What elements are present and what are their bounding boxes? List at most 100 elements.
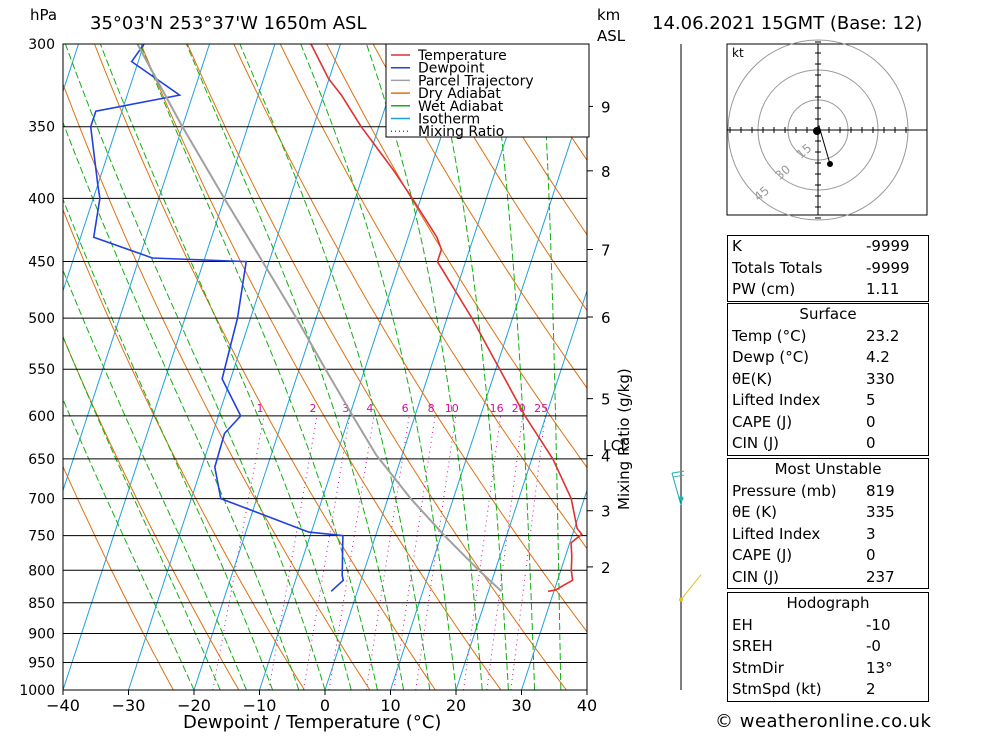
most-unstable-label: CAPE (J) — [732, 546, 793, 564]
surface-panel: Surface Temp (°C) 23.2 Dewp (°C) 4.2 θE(K) 33… — [727, 303, 929, 456]
mixing-ratio-axis-label: Mixing Ratio (g/kg) — [615, 368, 633, 510]
hodograph-table-value: 2 — [866, 680, 876, 698]
mixing-ratio-label: 1 — [256, 402, 263, 415]
dry-adiabat-line — [279, 44, 587, 550]
isotherm-line — [128, 44, 341, 690]
pressure-tick-label: 650 — [28, 452, 55, 468]
indices-row: PW (cm) 1.11 — [728, 279, 928, 301]
axes: −40 −30 −20 −10 0 10 20 30 40 2 3 4 5 6 7 8 9 LCL — [46, 43, 629, 715]
dry-adiabat-line — [94, 44, 436, 690]
surface-value: 23.2 — [866, 326, 900, 345]
isotherm-line — [324, 44, 538, 690]
mixing-ratio-line — [486, 415, 524, 690]
km-tick-label: 7 — [601, 241, 611, 259]
most-unstable-row: Lifted Index 3 — [728, 524, 928, 546]
surface-value: 0 — [866, 412, 876, 431]
indices-row: K -9999 — [728, 236, 928, 258]
isotherm-line — [259, 44, 472, 690]
pressure-tick-label: 850 — [28, 596, 55, 612]
surface-row: CAPE (J) 0 — [728, 412, 928, 434]
most-unstable-row: CAPE (J) 0 — [728, 545, 928, 567]
mixing-ratio-label: 6 — [402, 402, 409, 415]
hodograph-start — [813, 127, 821, 135]
most-unstable-row: θE (K) 335 — [728, 502, 928, 524]
hodograph-table-value: -0 — [866, 637, 881, 655]
hodograph-table-label: SREH — [732, 637, 773, 655]
dry-adiabat-line — [186, 44, 567, 690]
hodograph-table-row: EH -10 — [728, 615, 928, 637]
series-parcel-trajectory — [136, 44, 503, 593]
surface-title: Surface — [799, 305, 857, 323]
most-unstable-row: CIN (J) 237 — [728, 567, 928, 589]
x-tick-label: −20 — [177, 696, 211, 715]
km-tick-label: 8 — [601, 163, 611, 181]
mixing-ratio-line — [415, 415, 457, 690]
series-layer — [89, 44, 583, 593]
mixing-ratio-line — [510, 415, 546, 690]
x-tick-label: −30 — [112, 696, 146, 715]
hodograph-table-row: SREH -0 — [728, 636, 928, 658]
indices-panel: K -9999 Totals Totals -9999 PW (cm) 1.11 — [727, 235, 929, 302]
km-tick-label: 9 — [601, 98, 611, 116]
most-unstable-value: 819 — [866, 481, 895, 500]
km-tick-label: 2 — [601, 559, 611, 577]
mixing-ratio-line — [462, 415, 502, 690]
most-unstable-label: Pressure (mb) — [732, 481, 837, 500]
pressure-tick-label: 800 — [28, 563, 55, 579]
wet-adiabat-line — [139, 44, 378, 690]
mixing-ratio-line — [365, 415, 410, 690]
mixing-ratio-label: 3 — [342, 402, 349, 415]
mixing-ratio-line — [393, 415, 436, 690]
indices-label: Totals Totals — [732, 258, 823, 277]
surface-row: Lifted Index 5 — [728, 390, 928, 412]
mixing-ratio-label: 10 — [445, 402, 459, 415]
mixing-ratio-label: 16 — [490, 402, 504, 415]
dry-adiabat-line — [372, 44, 587, 389]
surface-label: Dewp (°C) — [732, 348, 810, 366]
x-tick-label: −40 — [46, 696, 80, 715]
most-unstable-value: 3 — [866, 524, 876, 543]
surface-row: Temp (°C) 23.2 — [728, 326, 928, 348]
dry-adiabat-line — [63, 82, 371, 690]
surface-label: CIN (J) — [732, 434, 780, 452]
most-unstable-value: 0 — [866, 546, 876, 564]
isotherm-line — [63, 44, 276, 690]
x-tick-label: −10 — [243, 696, 277, 715]
pressure-tick-label: 300 — [28, 37, 55, 53]
pressure-tick-label: 600 — [28, 409, 55, 425]
most-unstable-row: Pressure (mb) 819 — [728, 481, 928, 503]
legend-entry: Temperature — [417, 48, 507, 64]
pressure-tick-label: 1000 — [19, 683, 55, 699]
hodograph-table-label: StmSpd (kt) — [732, 680, 822, 698]
legend-entry: Dewpoint — [418, 61, 485, 77]
isotherm-line — [0, 44, 13, 690]
lcl-label: LCL — [603, 439, 629, 455]
indices-value: -9999 — [866, 237, 910, 255]
wind-barb-flag — [672, 474, 685, 478]
dry-adiabat-line — [465, 44, 587, 236]
indices-value: 1.11 — [866, 280, 900, 298]
datetime-label: 14.06.2021 15GMT (Base: 12) — [652, 13, 922, 34]
hodograph-table-label: EH — [732, 615, 753, 634]
wind-dot — [678, 496, 684, 502]
isotherm-line — [390, 89, 587, 690]
wet-adiabat-line — [64, 44, 326, 690]
hodograph-table-value: -10 — [866, 615, 891, 634]
wind-dot — [679, 597, 683, 602]
km-tick-label: 6 — [601, 309, 611, 327]
surface-value: 330 — [866, 369, 895, 388]
pressure-tick-label: 500 — [28, 311, 55, 327]
footer-credit[interactable]: © weatheronline.co.uk — [715, 711, 932, 732]
legend-entry: Mixing Ratio — [418, 124, 504, 140]
x-tick-label: 40 — [577, 696, 597, 715]
surface-value: 5 — [866, 391, 876, 409]
hodograph-title: Hodograph — [786, 594, 870, 612]
most-unstable-value: 335 — [866, 503, 895, 521]
surface-label: θE(K) — [732, 369, 773, 388]
isotherm-line — [521, 488, 587, 690]
mixing-ratio-label: 8 — [428, 402, 435, 415]
surface-label: Lifted Index — [732, 391, 821, 409]
